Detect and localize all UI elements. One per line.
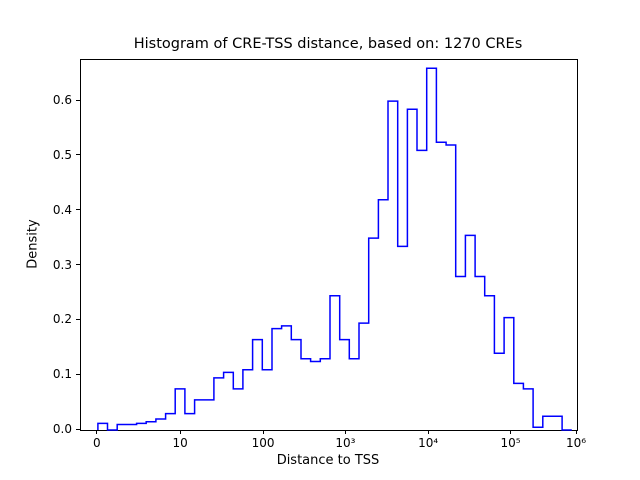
x-tick-label: 10⁶ <box>565 436 587 450</box>
y-tick-mark <box>76 99 80 101</box>
y-tick-label: 0.2 <box>52 312 72 327</box>
x-tick-mark <box>427 430 429 434</box>
y-tick-mark <box>76 154 80 156</box>
x-tick-mark <box>262 430 264 434</box>
x-tick-mark <box>179 430 181 434</box>
x-tick-mark <box>344 430 346 434</box>
x-tick-label: 10³ <box>335 436 356 450</box>
x-tick-mark <box>510 430 512 434</box>
x-tick-label: 10⁵ <box>500 436 521 450</box>
y-tick-mark <box>76 428 80 430</box>
x-tick-mark <box>575 430 577 434</box>
plot-area <box>80 59 578 431</box>
y-tick-mark <box>76 318 80 320</box>
y-tick-label: 0.3 <box>52 257 72 272</box>
x-tick-label: 100 <box>251 436 275 450</box>
x-tick-mark <box>96 430 98 434</box>
x-tick-label: 0 <box>93 436 101 450</box>
y-tick-label: 0.5 <box>52 147 72 162</box>
y-tick-mark <box>76 373 80 375</box>
y-tick-label: 0.1 <box>52 367 72 382</box>
x-axis-label: Distance to TSS <box>276 453 380 468</box>
y-tick-mark <box>76 264 80 266</box>
x-tick-label: 10 <box>172 436 188 450</box>
y-tick-mark <box>76 209 80 211</box>
x-tick-label: 10⁴ <box>418 436 439 450</box>
histogram-path <box>97 67 572 431</box>
histogram-step-line <box>97 67 572 431</box>
y-tick-label: 0.6 <box>52 93 72 108</box>
y-tick-label: 0.4 <box>52 202 72 217</box>
y-tick-label: 0.0 <box>52 422 72 436</box>
chart-title: Histogram of CRE-TSS distance, based on:… <box>133 36 523 52</box>
